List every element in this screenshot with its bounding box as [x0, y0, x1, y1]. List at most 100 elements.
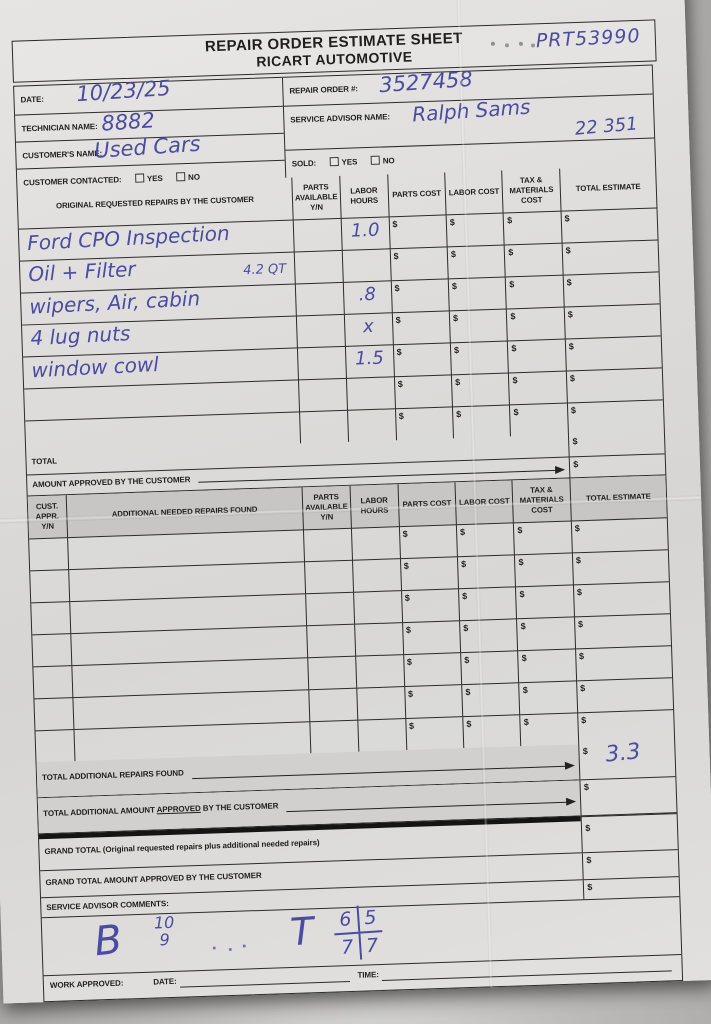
labor-cost-cell: $: [448, 276, 507, 311]
tax-materials-cell: $: [513, 520, 573, 555]
label-prefix: TOTAL ADDITIONAL AMOUNT: [43, 805, 157, 819]
tax-materials-cell: $: [506, 306, 566, 341]
tire-rear-left: 7: [334, 931, 361, 962]
labor-cost-cell: $: [449, 308, 508, 343]
contacted-no-label: NO: [187, 172, 201, 182]
labor-cost-cell: $: [461, 682, 521, 717]
tax-materials-cell: $: [517, 648, 577, 683]
total-estimate-cell: $: [565, 335, 662, 371]
currency-symbol: $: [466, 718, 472, 729]
contacted-no-checkbox: [175, 172, 186, 182]
currency-symbol: $: [583, 782, 590, 793]
currency-symbol: $: [575, 554, 582, 565]
currency-symbol: $: [574, 522, 580, 533]
parts-available-cell: [308, 687, 358, 722]
currency-symbol: $: [459, 526, 466, 537]
currency-symbol: $: [520, 620, 526, 631]
brake-measurement-values-handwriting: 10 9: [154, 913, 175, 950]
pen-marks: [212, 946, 216, 950]
tax-materials-cell: $: [514, 552, 574, 587]
labor-cost-cell: $: [458, 586, 517, 621]
parts-available-cell: [306, 623, 356, 658]
labor-cost-cell: $: [450, 340, 509, 375]
currency-symbol: $: [455, 408, 462, 419]
currency-symbol: $: [506, 214, 513, 225]
brake-rear-value: 9: [159, 930, 171, 950]
parts-cost-cell: $: [402, 620, 461, 655]
form-body: DATE: 10/23/25 TECHNICIAN NAME: 8882 CUS…: [13, 64, 684, 1003]
currency-symbol: $: [565, 244, 571, 255]
parts-available-cell: [309, 719, 359, 754]
currency-symbol: $: [460, 558, 467, 569]
labor-hours-cell: [354, 622, 404, 656]
advisor-extra-handwriting: 22 351: [573, 113, 639, 140]
repair-order-label: REPAIR ORDER #:: [289, 84, 359, 96]
parts-cost-cell: $: [403, 652, 462, 687]
labor-hours-cell: [357, 718, 407, 752]
currency-symbol: $: [451, 280, 458, 291]
tire-rear-right: 7: [358, 930, 385, 960]
col-labor-hours: LABOR HOURS: [349, 484, 399, 528]
tax-materials-cell: $: [515, 584, 575, 619]
cust-appr-cell: [29, 537, 69, 571]
currency-symbol: $: [577, 618, 584, 629]
labor-cost-cell: $: [447, 244, 506, 279]
info-section: DATE: 10/23/25 TECHNICIAN NAME: 8882 CUS…: [14, 65, 656, 187]
original-repairs-table: ORIGINAL REQUESTED REPAIRS BY THE CUSTOM…: [17, 165, 664, 453]
labor-cost-cell: $: [457, 554, 516, 589]
currency-symbol: $: [402, 528, 408, 539]
labor-cost-cell: $: [446, 212, 505, 247]
parts-available-cell: [298, 377, 348, 412]
parts-cost-cell: $: [390, 278, 450, 313]
currency-symbol: $: [408, 720, 415, 731]
currency-symbol: $: [396, 346, 402, 357]
parts-available-cell: [307, 655, 357, 690]
col-parts-available: PARTS AVAILABLE Y/N: [301, 485, 352, 530]
sold-no-label: NO: [382, 156, 395, 166]
currency-symbol: $: [464, 654, 470, 665]
parts-cost-cell: $: [392, 342, 452, 377]
col-parts-available: PARTS AVAILABLE Y/N: [291, 175, 341, 220]
col-labor-cost: LABOR COST: [454, 480, 514, 525]
additional-repairs-table: CUST. APPR. Y/N ADDITIONAL NEEDED REPAIR…: [27, 475, 675, 763]
currency-symbol: $: [567, 308, 573, 319]
cust-appr-cell: [35, 729, 75, 763]
currency-symbol: $: [463, 622, 469, 633]
total-additional-value-handwriting: 3.3: [604, 739, 643, 768]
date-label: DATE:: [20, 94, 45, 105]
col-cust-appr: CUST. APPR. Y/N: [27, 495, 68, 539]
currency-symbol: $: [519, 588, 525, 599]
currency-symbol: $: [568, 340, 574, 351]
total-estimate-cell: $: [560, 207, 658, 243]
labor-hours-cell: 1.0: [340, 216, 390, 250]
repair-item-handwriting: Oil + Filter: [27, 256, 137, 286]
currency-symbol: $: [394, 282, 400, 293]
parts-cost-cell: $: [395, 406, 454, 441]
tax-materials-cell: $: [503, 210, 562, 245]
currency-symbol: $: [453, 344, 460, 355]
repair-item-handwriting: wipers, Air, cabin: [28, 285, 201, 319]
service-advisor-label: SERVICE ADVISOR NAME:: [290, 112, 391, 125]
info-left-column: DATE: 10/23/25 TECHNICIAN NAME: 8882 CUS…: [14, 76, 285, 187]
currency-symbol: $: [403, 560, 409, 571]
currency-symbol: $: [406, 656, 413, 667]
col-labor-hours: LABOR HOURS: [339, 174, 389, 218]
total-additional-repairs-label: TOTAL ADDITIONAL REPAIRS FOUND: [41, 768, 184, 783]
labor-cost-cell: $: [460, 650, 519, 685]
labor-cost-cell: $: [456, 522, 515, 557]
col-total-estimate: TOTAL ESTIMATE: [569, 475, 667, 521]
labor-hours-cell: [346, 376, 396, 410]
labor-hours-handwriting: 1.0: [350, 219, 380, 242]
col-parts-cost: PARTS COST: [397, 482, 457, 527]
brake-measurement-letter-handwriting: B: [92, 916, 125, 966]
labor-cost-cell: $: [452, 404, 511, 439]
total-estimate-cell: $: [577, 709, 675, 745]
col-parts-cost: PARTS COST: [387, 172, 447, 217]
parts-available-cell: [294, 249, 343, 284]
currency-symbol: $: [392, 218, 398, 229]
quantity-note-handwriting: 4.2 QT: [242, 261, 287, 278]
col-labor-cost: LABOR COST: [444, 170, 504, 215]
labor-hours-cell: x: [344, 312, 393, 346]
labor-hours-cell: .8: [342, 280, 392, 314]
